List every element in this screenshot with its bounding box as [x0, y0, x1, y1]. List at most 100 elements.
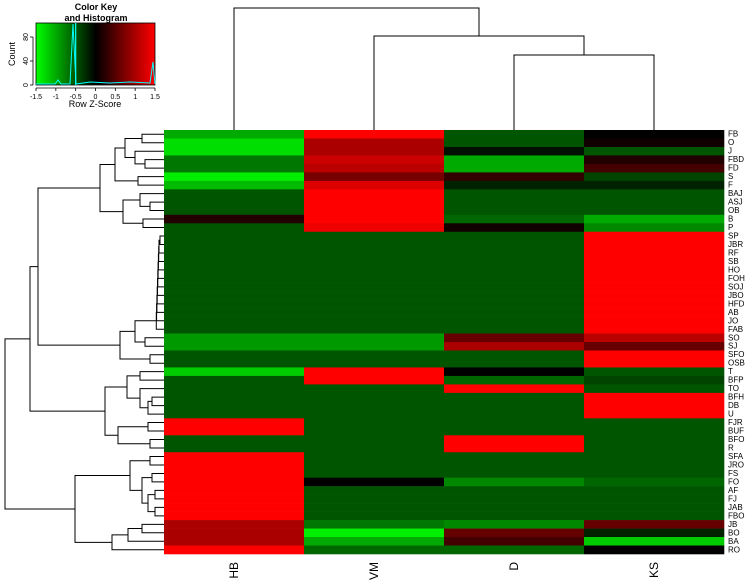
heatmap-cell	[304, 443, 445, 453]
heatmap-cell	[584, 384, 725, 394]
row-label: OSB	[728, 359, 745, 368]
heatmap-cell	[444, 138, 585, 148]
color-key-title-line1: Color Key	[75, 2, 118, 12]
heatmap-cell	[444, 537, 585, 546]
heatmap-cell	[584, 494, 725, 504]
row-dendrogram-branch	[127, 528, 164, 542]
heatmap-cell	[584, 486, 725, 495]
color-key-y-tick-label: 0	[23, 83, 30, 87]
row-label: JO	[728, 316, 738, 325]
heatmap-cell	[444, 486, 585, 495]
row-dendrogram-branch	[129, 460, 150, 491]
heatmap-cell	[444, 146, 585, 156]
heatmap-cell	[584, 375, 725, 385]
color-key-gradient	[35, 22, 156, 86]
color-key-x-tick-label: -0.5	[70, 94, 82, 101]
heatmap-cell	[444, 265, 585, 275]
heatmap-cell	[304, 231, 445, 241]
heatmap-cell	[164, 384, 305, 394]
heatmap-cell	[444, 545, 585, 555]
row-label: FBO	[728, 511, 744, 520]
heatmap-cell	[304, 333, 445, 343]
heatmap-cell	[584, 528, 725, 538]
row-label: SO	[728, 333, 740, 342]
heatmap-cell	[304, 265, 445, 275]
heatmap-cell	[444, 494, 585, 504]
heatmap-cell	[444, 520, 585, 529]
column-label: KS	[647, 562, 661, 578]
heatmap-cell	[304, 392, 445, 402]
column-dendrogram-branch	[373, 35, 585, 130]
heatmap-cell	[304, 494, 445, 504]
heatmap-cell	[444, 435, 585, 445]
heatmap-cell	[164, 494, 305, 504]
heatmap-cell	[444, 511, 585, 521]
row-dendrogram-branch	[157, 253, 164, 271]
heatmap-cell	[304, 545, 445, 555]
heatmap-cell	[444, 342, 585, 351]
heatmap-cell	[444, 367, 585, 377]
heatmap-cell	[164, 265, 305, 275]
row-label: BAJ	[728, 189, 743, 198]
heatmap-cell	[164, 172, 305, 182]
heatmap-cell	[444, 409, 585, 419]
heatmap-cell	[444, 325, 585, 334]
row-label: P	[728, 223, 733, 232]
row-label: O	[728, 138, 734, 147]
heatmap-cell	[304, 528, 445, 538]
row-label: FB	[728, 130, 738, 139]
row-label: RF	[728, 248, 739, 257]
heatmap-cell	[164, 409, 305, 419]
heatmap-cell	[164, 257, 305, 266]
row-label: BFO	[728, 435, 744, 444]
row-label: SP	[728, 232, 739, 241]
color-key-x-tick-label: 0.5	[110, 94, 120, 101]
row-label: U	[728, 410, 734, 419]
heatmap-cell	[444, 443, 585, 453]
row-dendrogram-branch	[151, 472, 164, 483]
row-dendrogram-branch	[126, 375, 140, 399]
column-label: VM	[367, 562, 381, 580]
row-dendrogram-branch	[159, 235, 164, 245]
heatmap-cell	[584, 367, 725, 377]
heatmap-cell	[164, 435, 305, 445]
heatmap-cell	[584, 452, 725, 462]
row-label: HO	[728, 265, 740, 274]
row-label: BFP	[728, 376, 744, 385]
row-label: SOJ	[728, 282, 744, 291]
row-dendrogram-branch	[149, 201, 164, 212]
heatmap-cell	[164, 180, 305, 190]
heatmap-cell	[584, 435, 725, 445]
heatmap-cell	[164, 503, 305, 512]
heatmap-cell	[584, 537, 725, 546]
heatmap-cell	[584, 223, 725, 233]
heatmap-cell	[584, 418, 725, 428]
row-label: SFO	[728, 350, 744, 359]
heatmap-cell	[444, 231, 585, 241]
heatmap-cell	[164, 545, 305, 555]
heatmap-cell	[444, 528, 585, 538]
column-label: D	[507, 562, 521, 571]
row-dendrogram	[4, 133, 164, 551]
row-label: BFH	[728, 393, 744, 402]
heatmap-cell	[584, 214, 725, 224]
row-label: HFD	[728, 299, 745, 308]
heatmap-cell	[444, 282, 585, 292]
heatmap-cell	[164, 511, 305, 521]
heatmap-cell	[164, 308, 305, 317]
row-label: BUF	[728, 427, 744, 436]
heatmap-cell	[584, 409, 725, 419]
row-dendrogram-branch	[117, 426, 150, 445]
row-dendrogram-branch	[139, 371, 164, 381]
heatmap-cell	[304, 452, 445, 462]
heatmap-cell	[164, 375, 305, 385]
heatmap-cell	[584, 138, 725, 148]
row-label: DB	[728, 401, 739, 410]
row-dendrogram-branch	[4, 338, 75, 510]
heatmap-cell	[584, 308, 725, 317]
heatmap-cell	[584, 426, 725, 436]
color-key-x-tick-label: -1	[53, 94, 59, 101]
color-key-x-axis: -1.5 -1 -0.5 0 0.5 1 1.5	[30, 87, 160, 101]
heatmap-cell	[444, 308, 585, 317]
row-dendrogram-branch	[144, 337, 164, 347]
